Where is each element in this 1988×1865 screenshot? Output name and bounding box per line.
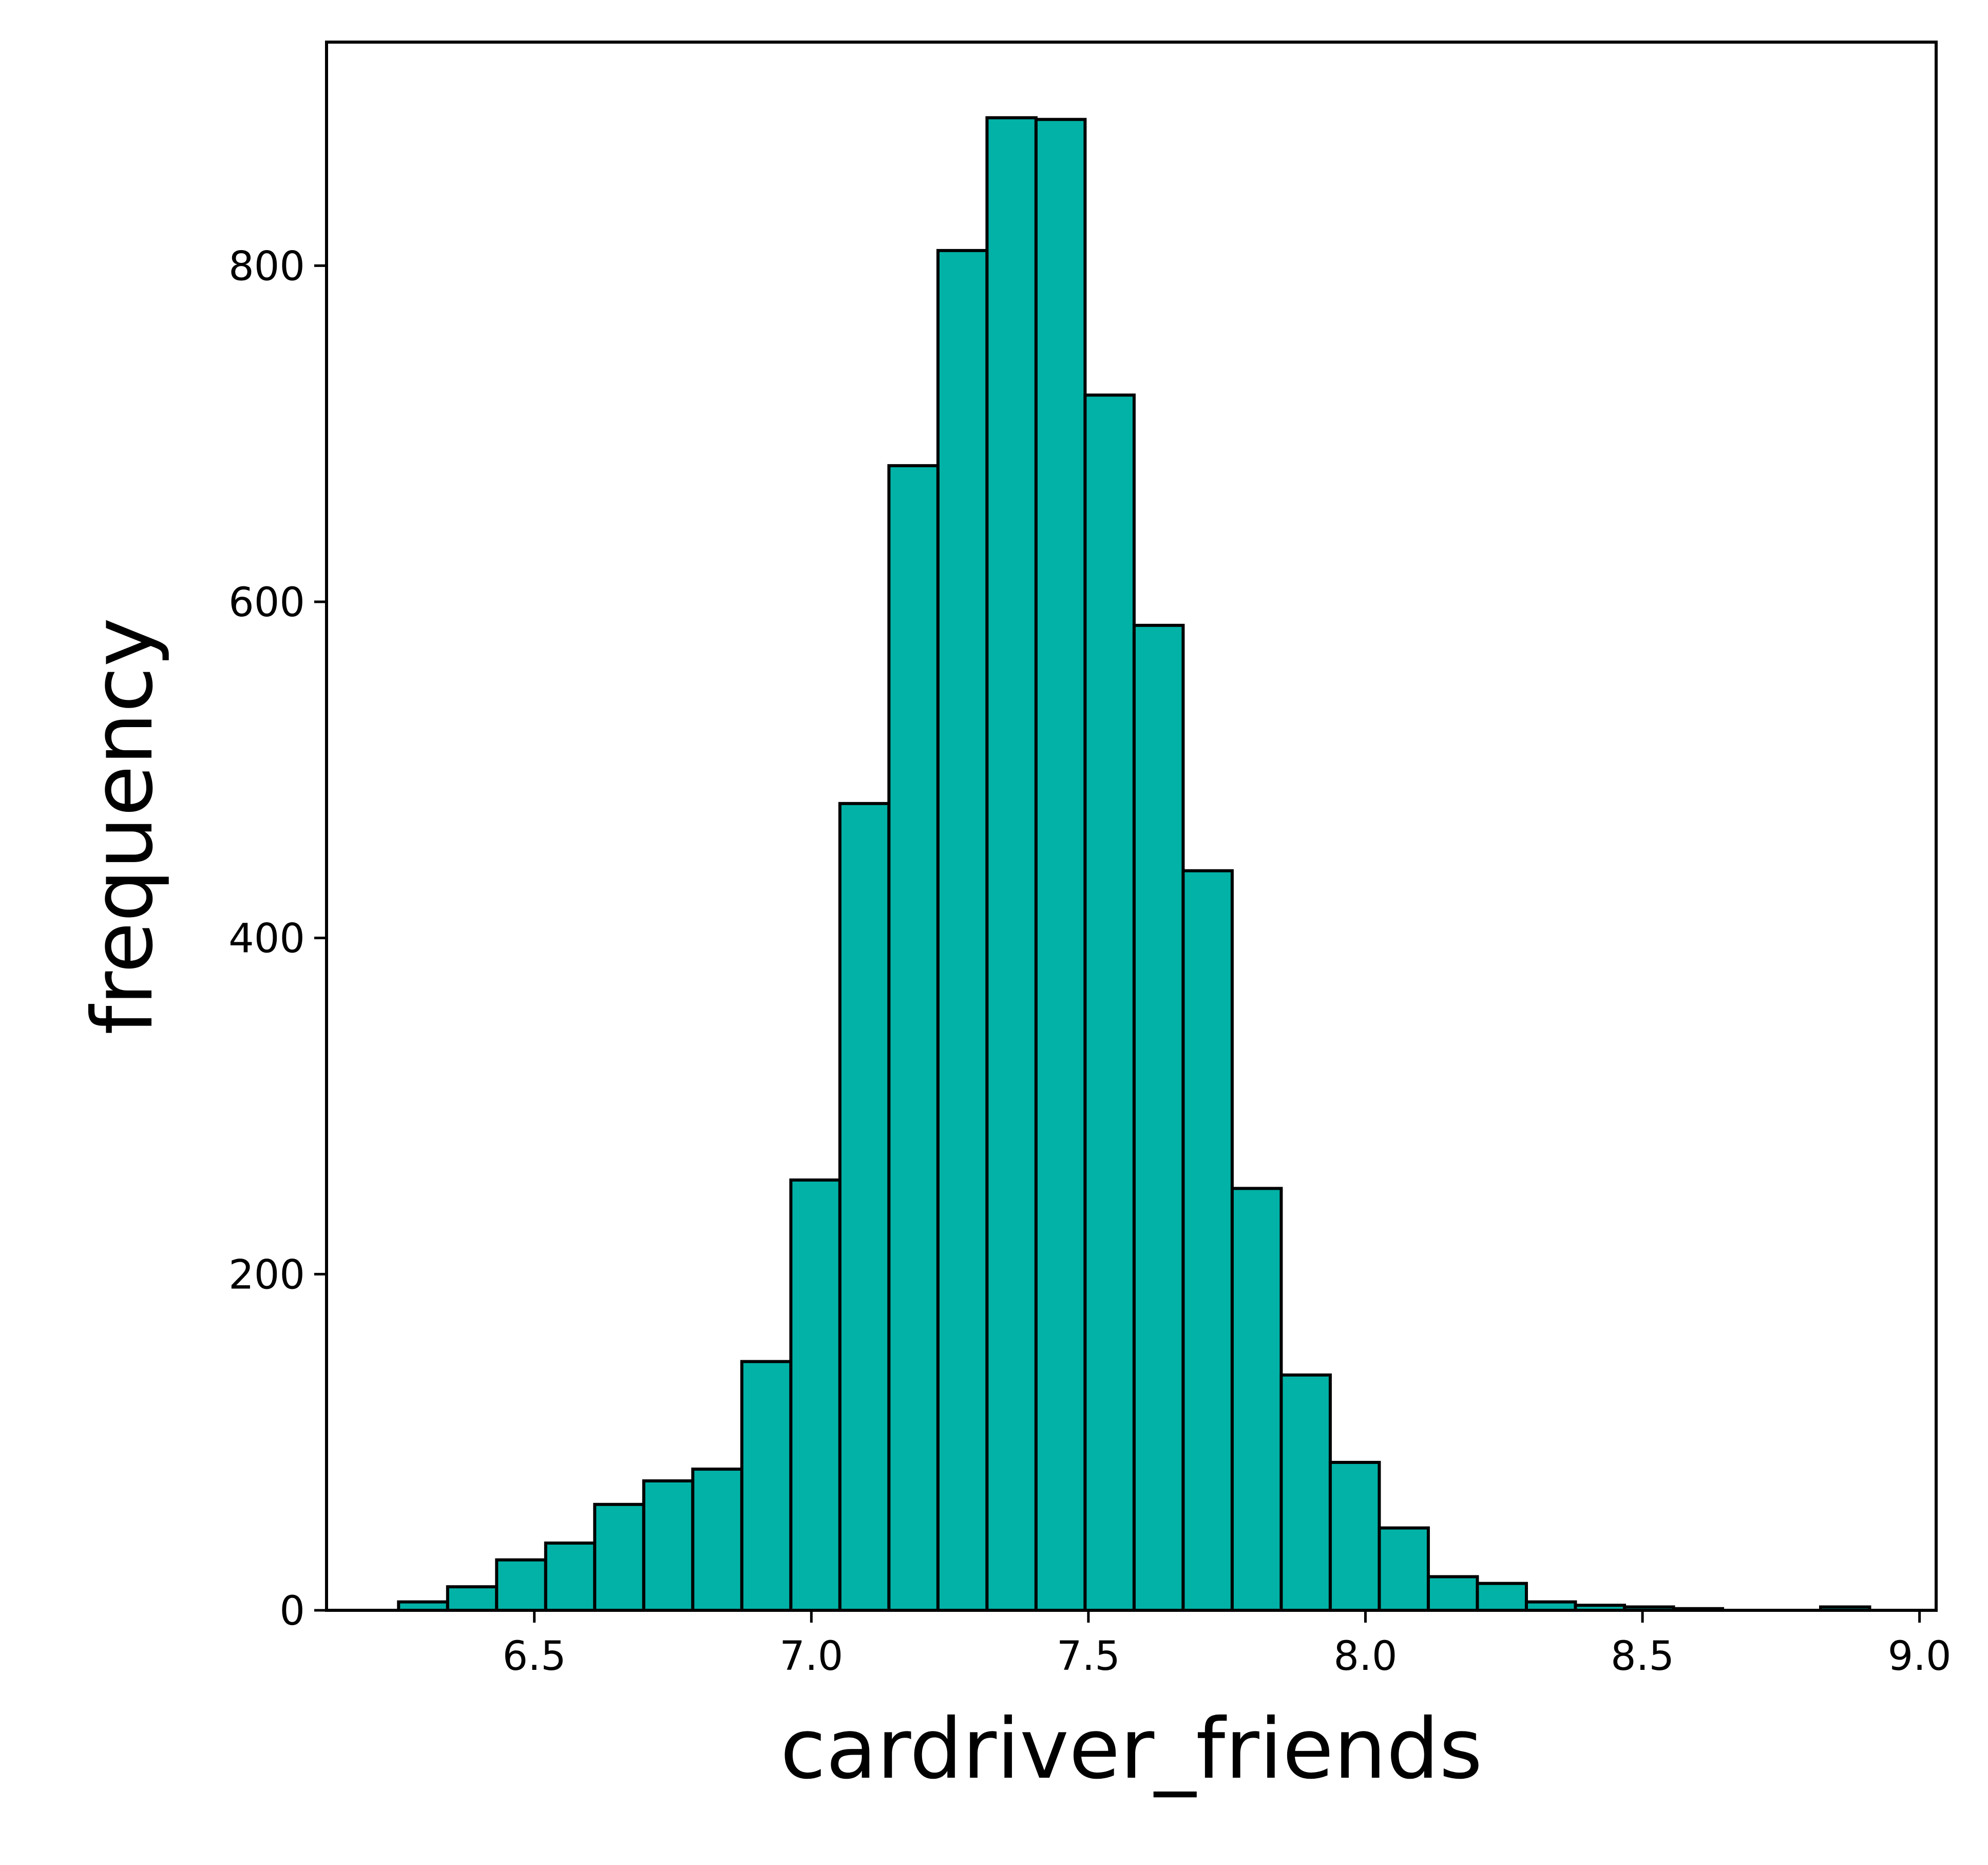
histogram-bar bbox=[1083, 393, 1136, 1612]
histogram-bar bbox=[446, 1585, 499, 1612]
histogram-bar bbox=[593, 1502, 645, 1612]
histogram-bar bbox=[740, 1360, 793, 1612]
x-tick-label: 6.5 bbox=[503, 1633, 566, 1680]
histogram-bar bbox=[1476, 1582, 1528, 1612]
y-axis-ticks: 0 200 400 600 800 bbox=[228, 243, 327, 1634]
x-axis-ticks: 6.5 7.0 7.5 8.0 8.5 9.0 bbox=[503, 1610, 1952, 1680]
histogram-bar bbox=[1378, 1526, 1430, 1612]
histogram-bar bbox=[1230, 1187, 1283, 1612]
histogram-bar bbox=[1328, 1460, 1381, 1612]
histogram-bar bbox=[642, 1479, 695, 1612]
histogram-bar bbox=[838, 802, 891, 1612]
plot-frame bbox=[325, 41, 1938, 1612]
x-tick-label: 9.0 bbox=[1888, 1633, 1952, 1680]
x-tick-label: 7.5 bbox=[1057, 1633, 1120, 1680]
histogram-bars bbox=[397, 116, 1871, 1612]
histogram-bar bbox=[985, 116, 1038, 1612]
histogram-bar bbox=[544, 1542, 597, 1612]
x-tick-label: 7.0 bbox=[779, 1633, 843, 1680]
histogram-bar bbox=[1132, 623, 1185, 1612]
histogram-bar bbox=[936, 249, 989, 1612]
y-tick-label: 0 bbox=[279, 1588, 305, 1634]
histogram-bar bbox=[495, 1558, 547, 1612]
x-tick-label: 8.0 bbox=[1333, 1633, 1397, 1680]
x-tick-label: 8.5 bbox=[1611, 1633, 1674, 1680]
y-tick-label: 400 bbox=[228, 916, 305, 962]
y-tick-label: 600 bbox=[228, 580, 305, 626]
y-tick-label: 200 bbox=[228, 1252, 305, 1298]
x-axis-label: cardriver_friends bbox=[780, 1701, 1483, 1798]
histogram-bar bbox=[887, 464, 940, 1612]
histogram-bar bbox=[1181, 869, 1234, 1612]
y-tick-label: 800 bbox=[228, 243, 305, 290]
histogram-bar bbox=[1426, 1575, 1479, 1612]
histogram-bar bbox=[691, 1468, 743, 1612]
histogram-bar bbox=[789, 1178, 842, 1612]
histogram-bar bbox=[1034, 118, 1087, 1612]
y-axis-label: frequency bbox=[75, 618, 171, 1035]
histogram-bar bbox=[1279, 1373, 1332, 1612]
